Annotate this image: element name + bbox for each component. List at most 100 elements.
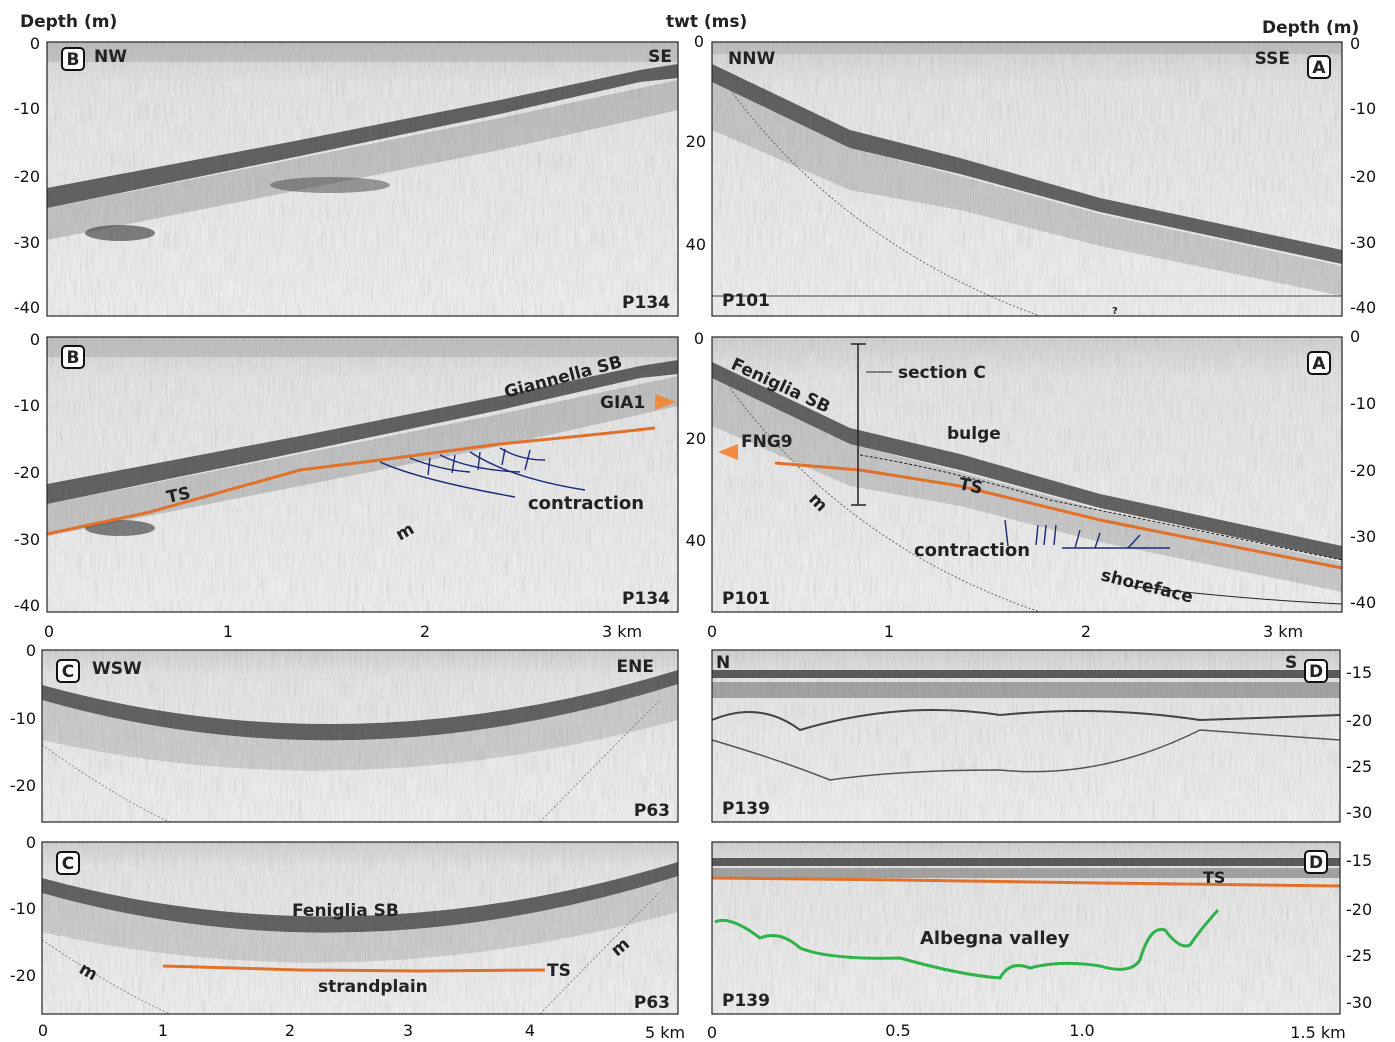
panel-badge-label: B	[67, 50, 80, 70]
strandplain-label: strandplain	[318, 977, 428, 997]
svg-text:-10: -10	[10, 709, 36, 728]
svg-text:-20: -20	[10, 966, 36, 985]
direction-left: N	[716, 653, 730, 673]
direction-right: SSE	[1255, 49, 1290, 69]
ts-surface-line	[774, 461, 1343, 570]
contraction-label: contraction	[914, 540, 1030, 561]
svg-text:-30: -30	[14, 233, 40, 252]
section-c-label: section C	[898, 363, 986, 383]
svg-text:0: 0	[26, 641, 36, 660]
svg-text:-20: -20	[1350, 167, 1376, 186]
profile-label: P134	[622, 589, 670, 609]
axis-depth-right-d-bottom: -15 -20 -25 -30	[1346, 851, 1372, 1012]
fng9-label: FNG9	[741, 432, 793, 452]
svg-text:0: 0	[44, 622, 54, 641]
svg-text:0: 0	[707, 622, 717, 641]
svg-text:0: 0	[26, 833, 36, 852]
svg-text:-20: -20	[1346, 900, 1372, 919]
axis-depth-right-top: 0 -10 -20 -30 -40	[1350, 34, 1376, 317]
panel-c-raw: C WSW ENE P63	[41, 649, 679, 823]
svg-text:40: 40	[686, 235, 706, 254]
svg-text:-15: -15	[1346, 851, 1372, 870]
svg-text:0: 0	[1350, 34, 1360, 53]
profile-label: P101	[722, 589, 770, 609]
svg-text:0: 0	[1350, 327, 1360, 346]
ts-surface-line	[46, 426, 656, 536]
panel-badge-label: B	[67, 348, 80, 368]
svg-text:-40: -40	[1350, 593, 1376, 612]
gia1-label: GIA1	[600, 393, 645, 413]
svg-text:4: 4	[525, 1021, 535, 1040]
svg-text:-15: -15	[1346, 663, 1372, 682]
panel-b-interpreted: B Giannella SB GIA1 TS contraction m P13…	[46, 336, 679, 613]
svg-text:0: 0	[30, 330, 40, 349]
svg-text:-30: -30	[1346, 803, 1372, 822]
svg-text:2: 2	[1081, 622, 1091, 641]
direction-right: S	[1285, 653, 1297, 673]
svg-text:1.0: 1.0	[1069, 1021, 1094, 1040]
svg-text:0: 0	[30, 34, 40, 53]
svg-text:-10: -10	[10, 899, 36, 918]
panel-badge-label: D	[1309, 853, 1323, 873]
svg-text:-10: -10	[14, 396, 40, 415]
panel-badge	[61, 47, 85, 71]
question-marker: ?	[1112, 306, 1118, 317]
axis-depth-right-mid: 0 -10 -20 -30 -40	[1350, 327, 1376, 612]
svg-text:-25: -25	[1346, 946, 1372, 965]
feniglia-sb-label: Feniglia SB	[292, 901, 399, 921]
svg-text:-30: -30	[1350, 527, 1376, 546]
panel-a-raw: A NNW SSE P101 ?	[711, 41, 1343, 317]
twt-axis-title: twt (ms)	[666, 12, 747, 32]
svg-text:40: 40	[686, 531, 706, 550]
svg-text:0: 0	[38, 1021, 48, 1040]
svg-text:0: 0	[694, 329, 704, 348]
direction-right: SE	[648, 47, 672, 67]
profile-label: P101	[722, 291, 770, 311]
svg-text:0: 0	[707, 1023, 717, 1042]
panel-a-interpreted: A Feniglia SB FNG9 section C bulge TS m …	[711, 336, 1343, 613]
albegna-valley-line	[714, 908, 1220, 980]
axis-km-d: 0 0.5 1.0 1.5 km	[707, 1021, 1346, 1042]
svg-text:-30: -30	[1346, 993, 1372, 1012]
axis-depth-left-mid: 0 -10 -20 -30 -40	[14, 330, 40, 615]
svg-text:3: 3	[403, 1021, 413, 1040]
panel-c-interpreted: C Feniglia SB TS strandplain m m P63	[41, 841, 679, 1015]
svg-text:3 km: 3 km	[1263, 622, 1303, 641]
axis-depth-left-c-bottom: 0 -10 -20	[10, 833, 36, 985]
axis-km-b: 0 1 2 3 km	[44, 622, 642, 641]
axis-km-c: 0 1 2 3 4 5 km	[38, 1021, 685, 1042]
svg-text:-20: -20	[10, 776, 36, 795]
svg-text:-40: -40	[14, 596, 40, 615]
axis-twt-top: 0 20 40	[686, 32, 706, 254]
svg-text:-40: -40	[1350, 298, 1376, 317]
svg-text:-10: -10	[14, 99, 40, 118]
depth-axis-title-left: Depth (m)	[20, 12, 117, 32]
panel-badge-label: A	[1312, 58, 1326, 78]
svg-text:-20: -20	[1346, 711, 1372, 730]
panel-badge-label: A	[1312, 354, 1326, 374]
contraction-faults	[379, 447, 586, 498]
profile-label: P134	[622, 293, 670, 313]
svg-text:1: 1	[223, 622, 233, 641]
profile-label: P139	[722, 991, 770, 1011]
svg-text:-10: -10	[1350, 99, 1376, 118]
axis-depth-left-top: 0 -10 -20 -30 -40	[14, 34, 40, 317]
contraction-faults	[1004, 519, 1170, 549]
direction-left: NW	[94, 47, 127, 67]
svg-text:-20: -20	[1350, 461, 1376, 480]
svg-text:-20: -20	[14, 463, 40, 482]
profile-label: P63	[634, 801, 670, 821]
albegna-valley-label: Albegna valley	[920, 928, 1070, 949]
depth-axis-title-right: Depth (m)	[1262, 18, 1359, 38]
ts-surface-line	[162, 964, 546, 973]
svg-text:-40: -40	[14, 298, 40, 317]
panel-badge-label: C	[62, 662, 74, 682]
direction-left: WSW	[92, 659, 142, 679]
contraction-label: contraction	[528, 493, 644, 514]
svg-text:20: 20	[686, 132, 706, 151]
panel-b-raw: B NW SE P134	[46, 41, 679, 317]
ts-surface-line	[711, 876, 1341, 888]
svg-text:-25: -25	[1346, 757, 1372, 776]
gia1-marker-icon	[655, 394, 676, 410]
